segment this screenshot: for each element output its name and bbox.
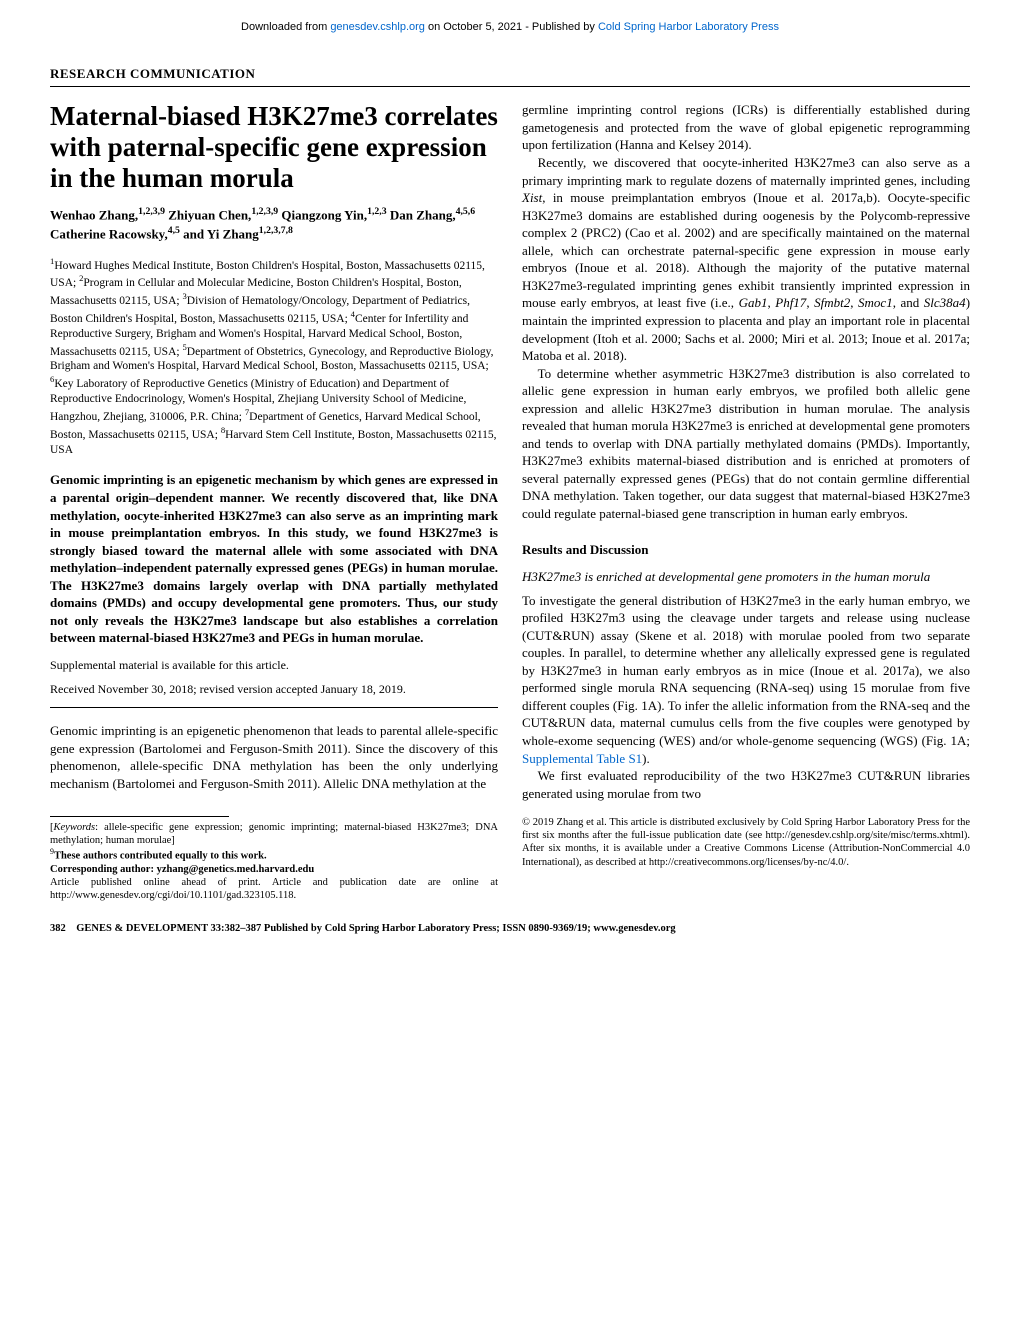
download-header: Downloaded from genesdev.cshlp.org on Oc… — [50, 20, 970, 35]
divider — [50, 816, 229, 817]
header-middle: on October 5, 2021 - Published by — [425, 21, 598, 33]
divider — [50, 86, 970, 87]
body-paragraph: Recently, we discovered that oocyte-inhe… — [522, 154, 970, 365]
footer-notes: [Keywords: allele-specific gene expressi… — [50, 816, 970, 902]
footer-left-text: [Keywords: allele-specific gene expressi… — [50, 821, 498, 902]
abstract: Genomic imprinting is an epigenetic mech… — [50, 471, 498, 646]
authors: Wenhao Zhang,1,2,3,9 Zhiyuan Chen,1,2,3,… — [50, 205, 498, 244]
footer-right-text: © 2019 Zhang et al. This article is dist… — [522, 816, 970, 869]
subsection-heading: H3K27me3 is enriched at developmental ge… — [522, 568, 970, 586]
divider — [50, 707, 498, 708]
body-paragraph: Genomic imprinting is an epigenetic phen… — [50, 722, 498, 792]
supplemental-note: Supplemental material is available for t… — [50, 657, 498, 673]
affiliations: 1Howard Hughes Medical Institute, Boston… — [50, 256, 498, 458]
header-prefix: Downloaded from — [241, 21, 330, 33]
section-header: RESEARCH COMMUNICATION — [50, 65, 970, 83]
article-title: Maternal-biased H3K27me3 correlates with… — [50, 101, 498, 194]
body-paragraph: We first evaluated reproducibility of th… — [522, 767, 970, 802]
results-heading: Results and Discussion — [522, 541, 970, 559]
body-paragraph: To determine whether asymmetric H3K27me3… — [522, 365, 970, 523]
page-footer: 382 GENES & DEVELOPMENT 33:382–387 Publi… — [50, 922, 970, 936]
header-link-2[interactable]: Cold Spring Harbor Laboratory Press — [598, 21, 779, 33]
left-column: Maternal-biased H3K27me3 correlates with… — [50, 101, 498, 802]
received-dates: Received November 30, 2018; revised vers… — [50, 681, 498, 697]
header-link-1[interactable]: genesdev.cshlp.org — [330, 21, 425, 33]
footer-left: [Keywords: allele-specific gene expressi… — [50, 816, 498, 902]
body-paragraph: To investigate the general distribution … — [522, 592, 970, 767]
right-column: germline imprinting control regions (ICR… — [522, 101, 970, 802]
footer-right: © 2019 Zhang et al. This article is dist… — [522, 816, 970, 902]
body-paragraph: germline imprinting control regions (ICR… — [522, 101, 970, 154]
two-column-layout: Maternal-biased H3K27me3 correlates with… — [50, 101, 970, 802]
